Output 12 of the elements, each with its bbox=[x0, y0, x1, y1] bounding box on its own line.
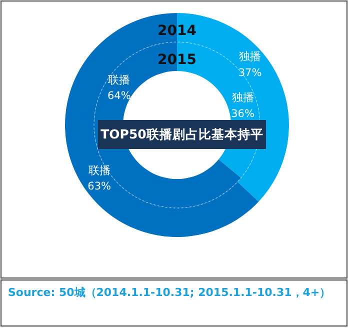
text: TOP50联播剧占比基本持平 bbox=[100, 126, 264, 142]
slice-label: 独播 bbox=[239, 50, 262, 64]
data-label: 36% bbox=[231, 108, 254, 120]
data-label: 37% bbox=[238, 66, 262, 79]
data-label: 64% bbox=[107, 90, 131, 102]
slice-label: 联播 bbox=[88, 164, 110, 177]
data-label: 63% bbox=[88, 180, 112, 193]
slice-label: 独播 bbox=[232, 90, 254, 104]
source-note: Source: 50城（2014.1.1-10.31; 2015.1.1-10.31，4+） bbox=[8, 286, 331, 300]
slice-label: 2014 bbox=[158, 22, 197, 39]
slice-label: 2015 bbox=[158, 52, 196, 68]
slice-label: 联播 bbox=[108, 73, 130, 86]
